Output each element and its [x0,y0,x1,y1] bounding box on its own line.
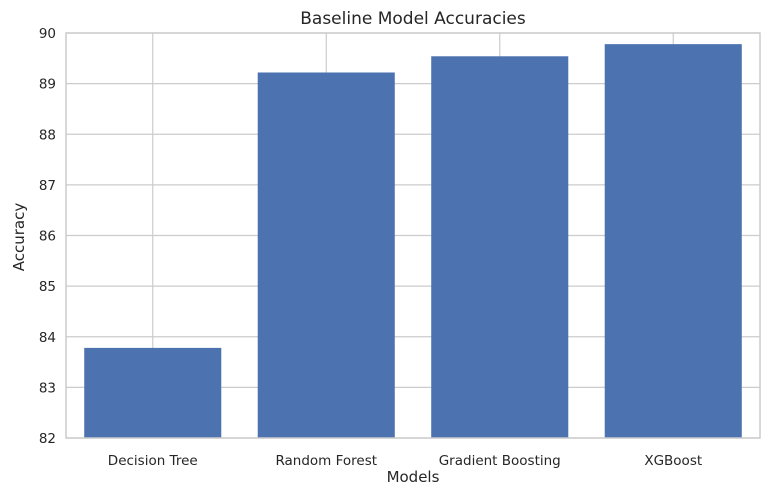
y-tick-label: 88 [39,127,56,143]
y-axis-label: Accuracy [10,203,28,272]
bar-decision-tree [84,347,222,438]
x-tick-label: Decision Tree [108,453,198,469]
y-tick-label: 87 [39,178,56,194]
plot-frame [65,32,761,439]
x-tick-labels: Decision Tree Random Forest Gradient Boost… [108,453,702,469]
y-tick-label: 89 [39,77,56,93]
bars [84,44,742,439]
x-tick-label: Gradient Boosting [439,453,561,469]
bar-xgboost [604,44,742,438]
x-tick-label: XGBoost [644,453,702,469]
y-tick-label: 83 [39,380,56,396]
y-tick-label: 90 [39,26,56,42]
bar-gradient-boosting [431,56,569,438]
y-tick-labels: 82 83 84 85 86 87 88 89 90 [39,26,56,447]
y-tick-label: 82 [39,431,56,447]
y-tick-label: 85 [39,279,56,295]
y-tick-label: 86 [39,229,56,245]
chart-title: Baseline Model Accuracies [300,9,526,29]
y-tick-label: 84 [39,330,56,346]
bar-random-forest [257,72,395,439]
x-tick-label: Random Forest [275,453,377,469]
x-axis-label: Models [387,468,440,486]
